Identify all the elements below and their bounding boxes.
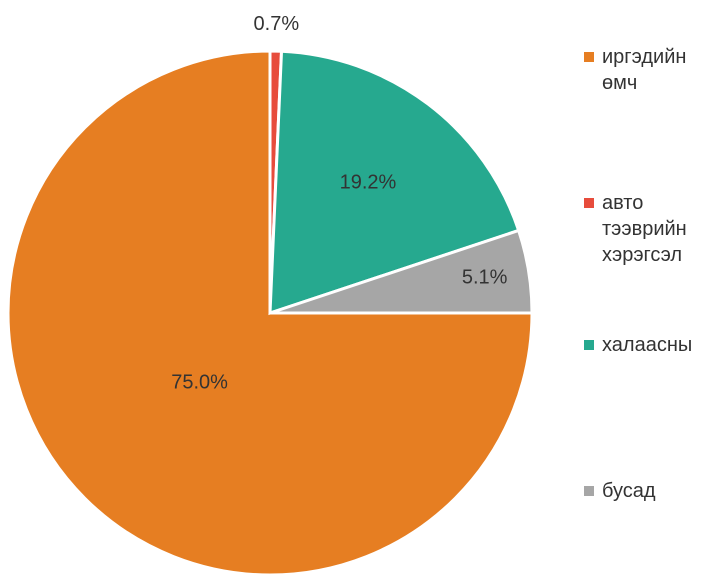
slice-label: 75.0% <box>171 372 228 394</box>
legend-swatch <box>584 52 594 62</box>
slice-label: 5.1% <box>462 267 508 289</box>
legend-swatch <box>584 340 594 350</box>
legend-swatch <box>584 486 594 496</box>
legend-item: халаасны <box>584 332 722 358</box>
legend-label: иргэдийн өмч <box>602 46 687 94</box>
pie-slice <box>268 49 521 316</box>
legend-swatch <box>584 198 594 208</box>
legend-item: иргэдийн өмч <box>584 44 722 96</box>
slice-label: 19.2% <box>340 172 397 194</box>
legend-item: авто тээврийн хэрэгсэл <box>584 190 722 268</box>
legend-item: бусад <box>584 478 722 504</box>
slice-label: 0.7% <box>254 13 300 35</box>
pie-slice <box>269 228 534 315</box>
pie-slice <box>6 49 534 574</box>
legend-label: халаасны <box>602 334 693 356</box>
legend-label: авто тээврийн хэрэгсэл <box>602 192 687 266</box>
legend-label: бусад <box>602 480 656 502</box>
